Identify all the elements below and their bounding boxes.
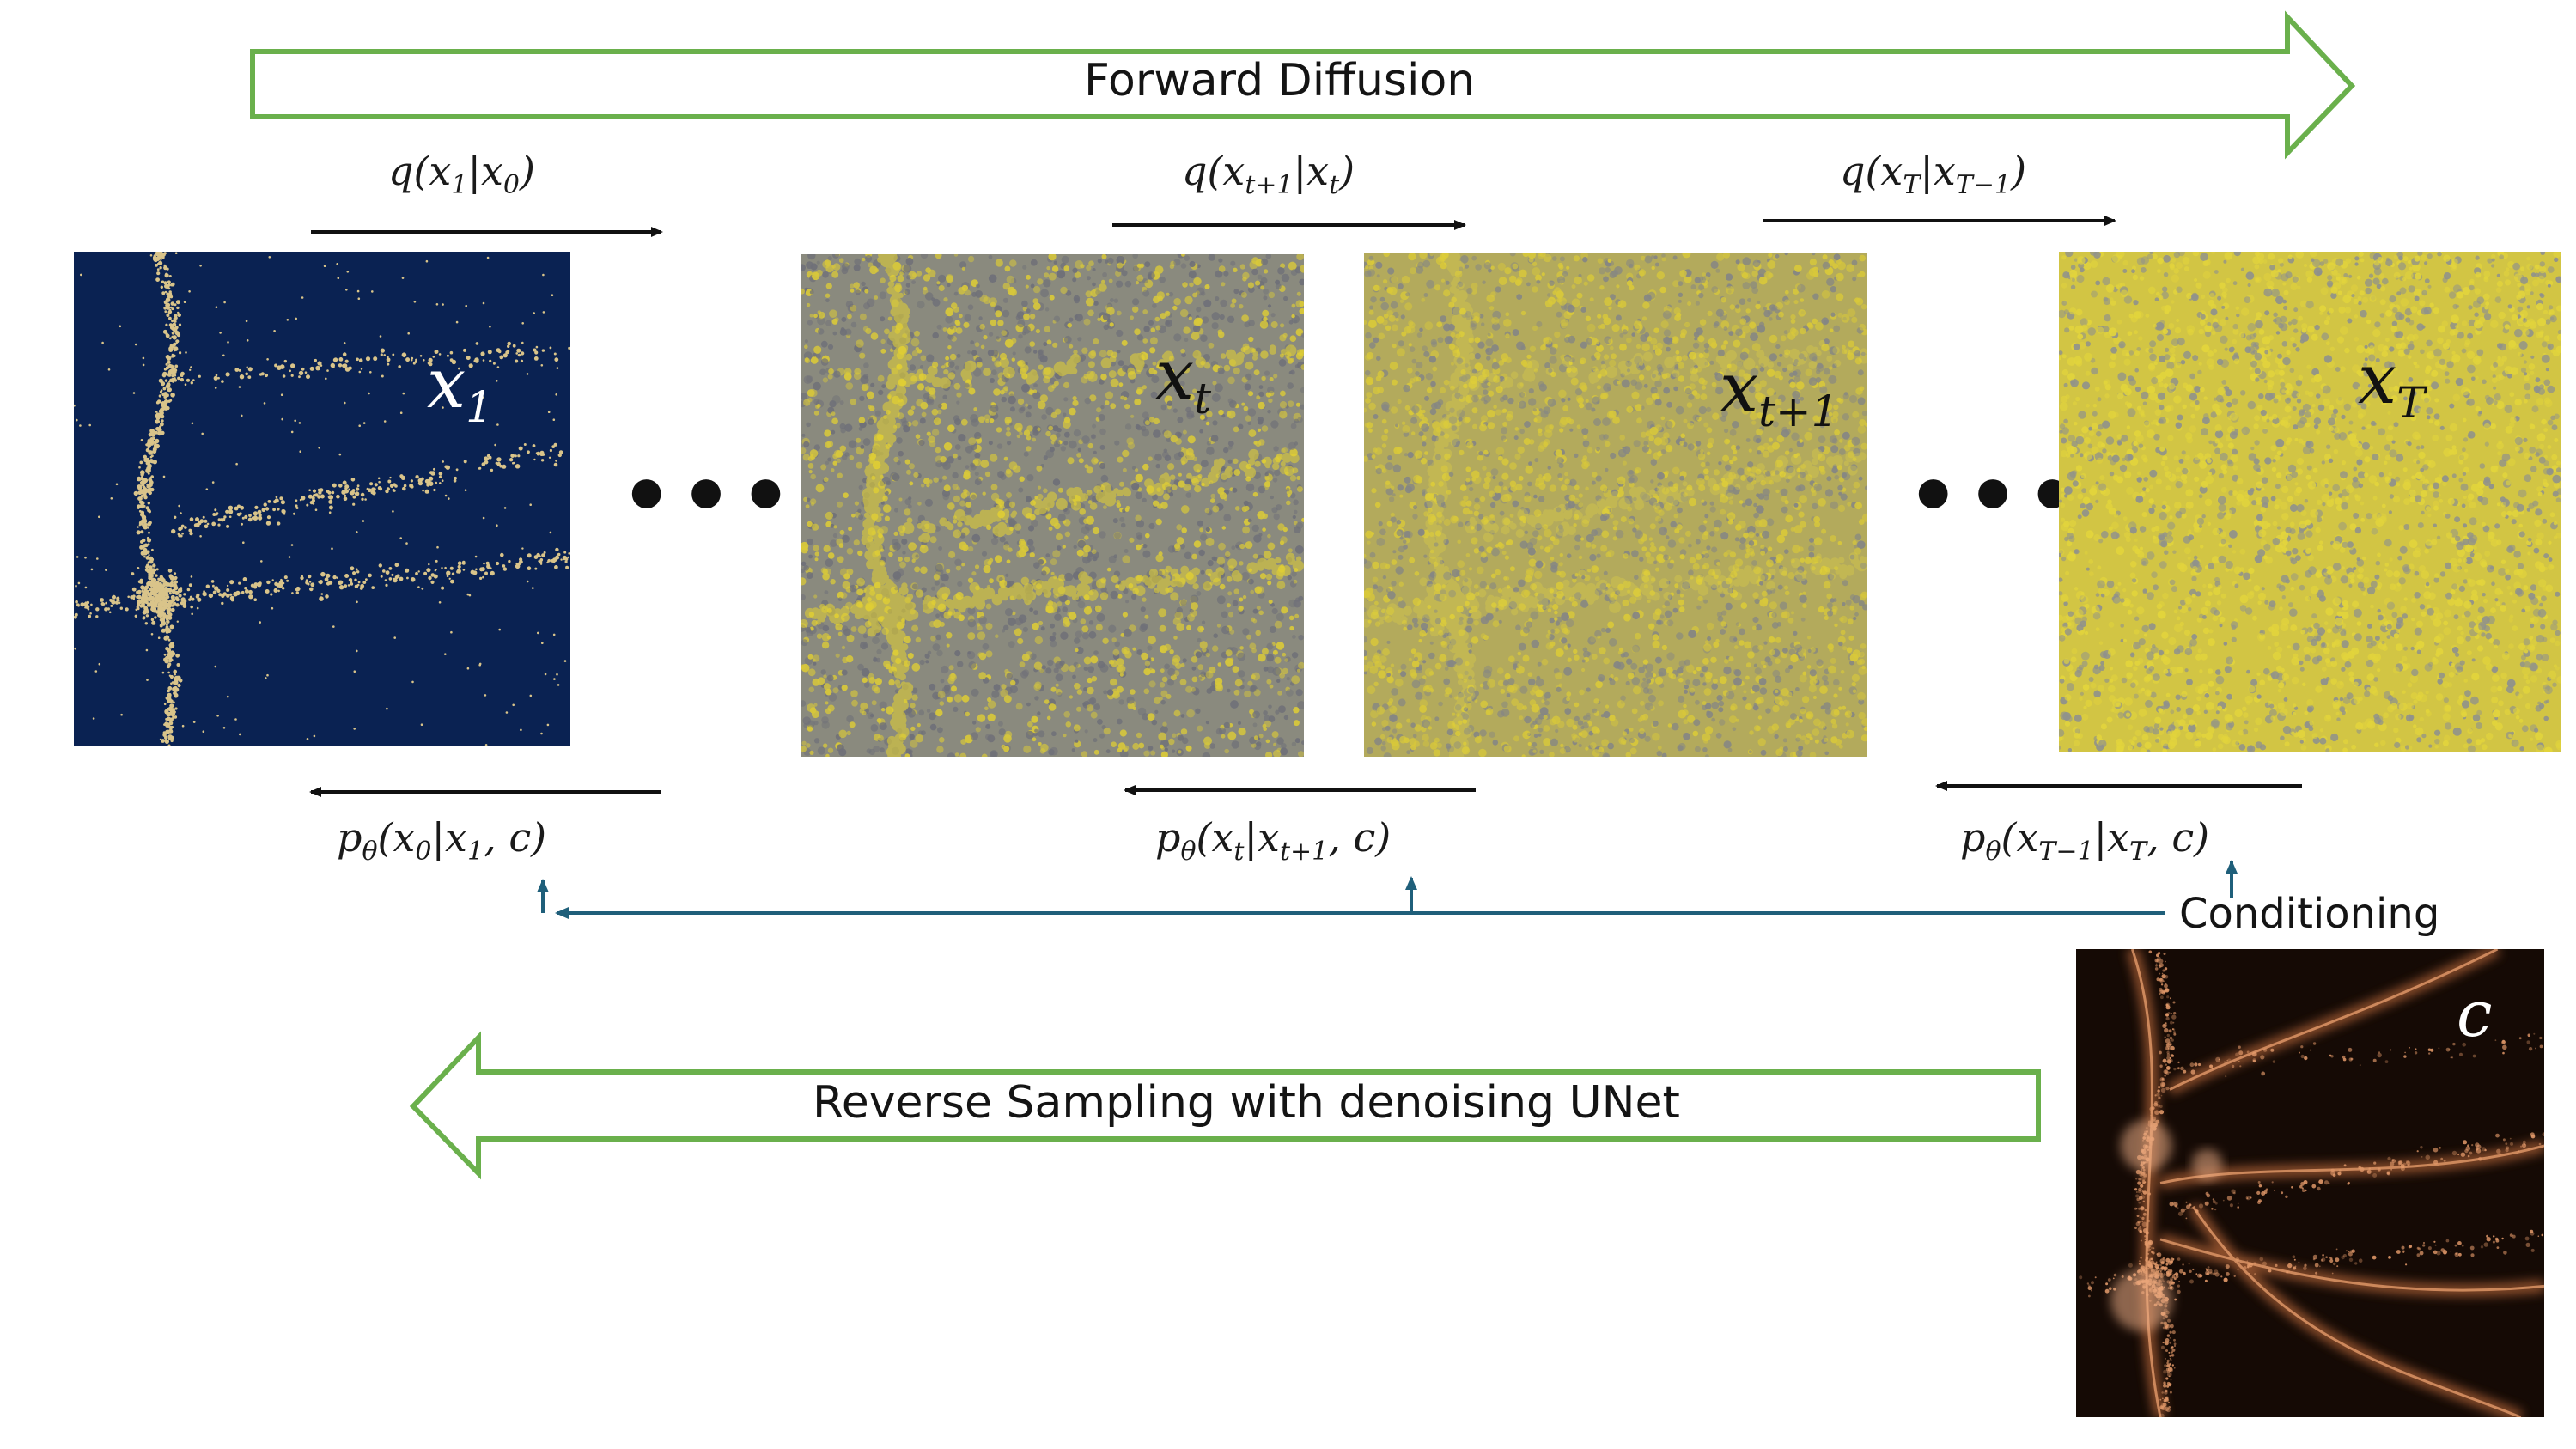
panel-xt1-label: xt+1 — [1720, 348, 1839, 436]
reverse-sampling-arrow — [409, 1031, 2041, 1180]
ellipsis-left: ••• — [620, 448, 800, 545]
forward-formula-1: q(x1|x0) — [388, 148, 535, 201]
forward-diffusion-arrow — [250, 10, 2356, 160]
panel-xt1-image — [1364, 253, 1867, 757]
panel-c-label: c — [2457, 977, 2493, 1051]
panel-x1-label: x1 — [427, 344, 493, 432]
sparse-field-texture — [74, 252, 570, 746]
ellipsis-right: ••• — [1907, 448, 2086, 545]
panel-xT-image — [2059, 252, 2561, 752]
panel-xT-label: xT — [2358, 339, 2426, 428]
conditioning-label: Conditioning — [2179, 890, 2440, 938]
forward-formula-2: q(xt+1|xt) — [1182, 148, 1355, 201]
reverse-formula-2: pθ(xt|xt+1, c) — [1155, 814, 1392, 868]
reverse-sampling-label: Reverse Sampling with denoising UNet — [813, 1077, 1680, 1129]
reverse-formula-1: pθ(x0|x1, c) — [337, 814, 547, 868]
panel-xt-label: xt — [1155, 335, 1212, 423]
noise-field-texture — [1364, 253, 1867, 757]
panel-conditioning-image — [2076, 949, 2544, 1417]
noise-field-texture — [2059, 252, 2561, 752]
panel-xt-image — [801, 254, 1304, 757]
reverse-formula-3: pθ(xT−1|xT, c) — [1960, 814, 2210, 868]
conditioning-field-texture — [2076, 949, 2544, 1417]
forward-formula-3: q(xT|xT−1) — [1840, 148, 2027, 201]
panel-x1-image — [74, 252, 570, 746]
forward-diffusion-label: Forward Diffusion — [1084, 55, 1476, 107]
noise-field-texture — [801, 254, 1304, 757]
